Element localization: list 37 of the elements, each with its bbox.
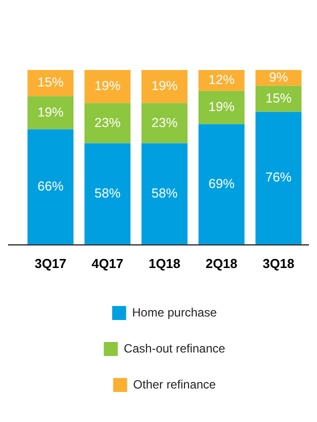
bar xyxy=(27,96,74,130)
bar xyxy=(27,129,74,244)
x-tick-label: 1Q18 xyxy=(148,256,180,271)
x-tick-label: 2Q18 xyxy=(206,256,238,271)
data-label: 19% xyxy=(151,78,178,94)
data-label: 23% xyxy=(94,114,121,130)
bar xyxy=(84,70,131,104)
data-label: 12% xyxy=(208,72,235,88)
data-label: 58% xyxy=(94,185,121,200)
bar xyxy=(198,124,245,244)
legend-label: Other refinance xyxy=(133,377,216,392)
data-label: 9% xyxy=(269,69,288,84)
data-label: 19% xyxy=(208,99,235,114)
data-label: 23% xyxy=(151,114,178,130)
data-label: 58% xyxy=(151,185,178,200)
data-label: 19% xyxy=(94,78,121,94)
bar xyxy=(84,103,131,144)
bar xyxy=(141,103,188,144)
data-label: 19% xyxy=(37,104,64,120)
bar xyxy=(141,70,188,104)
x-tick-label: 3Q18 xyxy=(262,256,294,271)
bar xyxy=(141,143,188,244)
bar xyxy=(198,70,245,91)
data-label: 76% xyxy=(265,170,292,185)
bar xyxy=(84,143,131,244)
data-label: 66% xyxy=(37,178,64,194)
x-tick-label: 3Q17 xyxy=(34,256,66,271)
x-tick-label: 4Q17 xyxy=(92,256,124,271)
legend-label: Home purchase xyxy=(132,305,218,320)
data-label: 69% xyxy=(208,176,235,191)
bar xyxy=(255,86,302,112)
legend-label: Cash-out refinance xyxy=(124,341,226,356)
bar xyxy=(27,70,74,96)
bar xyxy=(255,112,302,244)
data-label: 15% xyxy=(265,90,292,106)
bar xyxy=(198,90,245,124)
data-label: 15% xyxy=(37,74,64,90)
